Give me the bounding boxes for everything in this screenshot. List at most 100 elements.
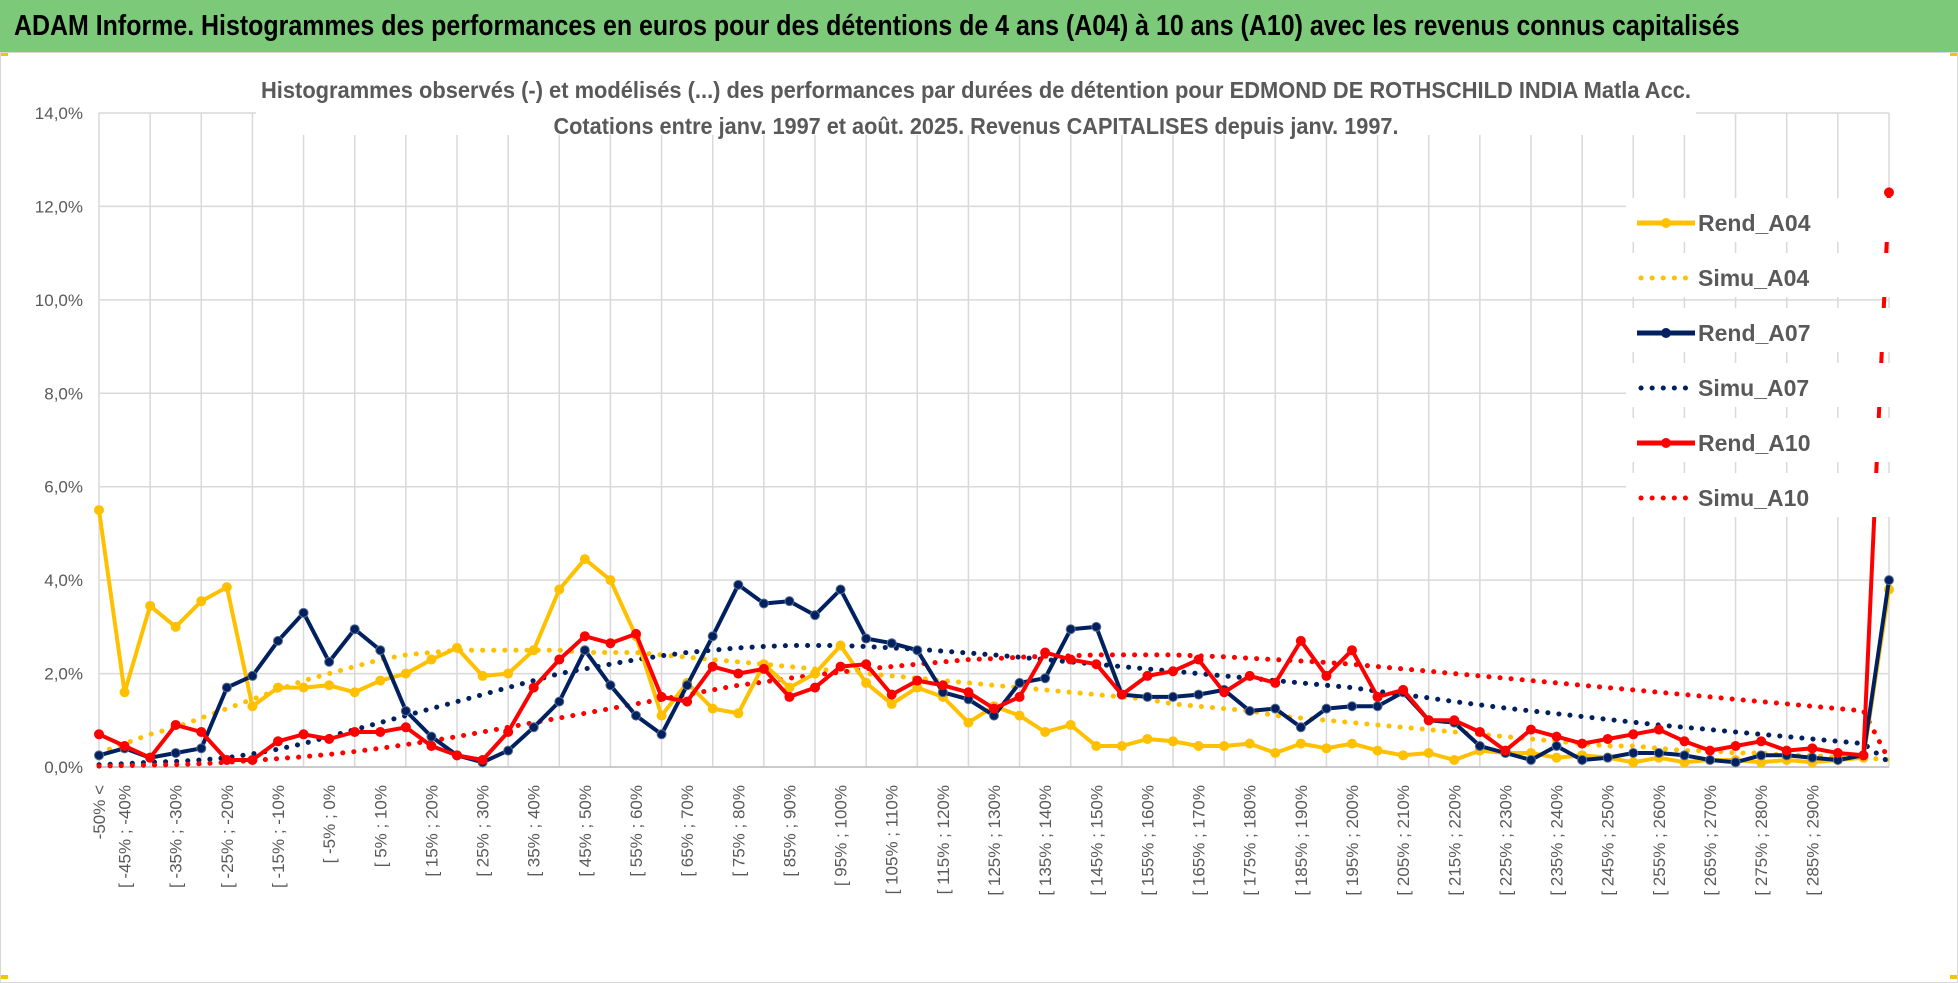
data-point-rend-a10: [733, 668, 744, 679]
data-point-rend-a10: [912, 675, 923, 686]
data-point-rend-a10: [452, 750, 462, 761]
x-tick-label: [ -5% ; 0%: [320, 785, 339, 863]
data-point-rend-a07: [707, 631, 718, 642]
data-point-rend-a07: [273, 635, 283, 646]
data-point-rend-a07: [1884, 575, 1894, 586]
data-point-rend-a07: [1040, 673, 1051, 684]
data-point-rend-a07: [733, 579, 744, 590]
x-tick-label: [ 285% ; 290%: [1803, 785, 1822, 896]
x-tick-label: [ 215% ; 220%: [1445, 785, 1464, 896]
data-point-rend-a07: [1551, 740, 1562, 751]
y-tick-label: 0,0%: [44, 758, 83, 777]
data-point-rend-a10: [1142, 670, 1153, 681]
data-point-rend-a10: [324, 733, 335, 744]
data-point-rend-a10: [1091, 659, 1102, 670]
data-point-rend-a04: [1116, 740, 1127, 751]
x-tick-label: [ 35% ; 40%: [525, 785, 544, 877]
data-point-rend-a07: [886, 638, 897, 649]
data-point-rend-a10: [1679, 736, 1690, 747]
x-tick-label: [ 245% ; 250%: [1599, 785, 1618, 896]
data-point-rend-a04: [221, 582, 232, 593]
data-point-rend-a10: [682, 696, 693, 707]
data-point-rend-a04: [1168, 736, 1178, 747]
data-point-rend-a04: [119, 687, 130, 698]
x-tick-label: [ 45% ; 50%: [576, 785, 595, 877]
data-point-rend-a04: [1449, 754, 1460, 765]
data-point-rend-a07: [528, 722, 539, 733]
chart-title: Histogrammes observés (-) et modélisés (…: [261, 77, 1691, 103]
data-point-rend-a04: [1014, 710, 1025, 721]
data-point-rend-a07: [1526, 754, 1536, 765]
data-point-rend-a04: [605, 575, 616, 586]
data-point-rend-a04: [886, 698, 897, 709]
data-point-rend-a07: [298, 607, 309, 618]
data-point-rend-a04: [1295, 738, 1306, 749]
data-point-rend-a10: [784, 691, 795, 702]
data-point-rend-a10: [1730, 740, 1741, 751]
legend-entry-background: [1626, 308, 1896, 352]
data-point-rend-a07: [682, 680, 693, 691]
x-tick-label: [ 145% ; 150%: [1087, 785, 1106, 896]
x-tick-label: [ 95% ; 100%: [832, 785, 851, 886]
data-point-rend-a10: [1705, 745, 1715, 756]
x-tick-label: [ 155% ; 160%: [1138, 785, 1157, 896]
data-point-rend-a10: [861, 659, 872, 670]
data-point-rend-a04: [1398, 750, 1409, 761]
data-point-rend-a04: [1244, 738, 1255, 749]
data-point-rend-a04: [733, 708, 744, 719]
data-point-rend-a04: [528, 645, 539, 656]
data-point-rend-a10: [349, 726, 360, 737]
data-point-rend-a10: [605, 638, 616, 649]
data-point-rend-a10: [1449, 715, 1460, 726]
banner-title: ADAM Informe. Histogrammes des performan…: [14, 9, 1740, 42]
data-point-rend-a07: [1347, 701, 1357, 712]
data-point-rend-a04: [426, 654, 437, 665]
data-point-rend-a10: [707, 661, 718, 672]
legend-label-simu-a07: Simu_A07: [1698, 375, 1809, 401]
y-tick-label: 6,0%: [44, 478, 83, 497]
x-tick-label: [ 165% ; 170%: [1190, 785, 1209, 896]
data-point-rend-a04: [452, 642, 462, 653]
y-axis-ticks: 0,0% 2,0% 4,0% 6,0% 8,0% 10,0% 12,0% 14,0%: [35, 104, 83, 777]
data-point-rend-a10: [170, 719, 181, 730]
data-point-rend-a10: [554, 654, 565, 665]
frame-corner-marker: [1950, 975, 1958, 979]
data-point-rend-a10: [579, 631, 590, 642]
data-point-rend-a04: [579, 554, 590, 565]
data-point-rend-a04: [861, 677, 872, 688]
x-tick-label: [ 25% ; 30%: [474, 785, 493, 877]
title-background: [256, 55, 1696, 135]
data-point-rend-a10: [1347, 645, 1357, 656]
x-tick-label: [ -25% ; -20%: [218, 785, 237, 888]
data-point-rend-a04: [196, 596, 207, 607]
data-point-rend-a07: [170, 747, 181, 758]
y-tick-label: 14,0%: [35, 104, 83, 123]
data-point-rend-a10: [810, 682, 820, 693]
data-point-rend-a10: [1500, 745, 1511, 756]
data-point-rend-a04: [707, 703, 718, 714]
legend-marker-rend-a07: [1661, 328, 1671, 338]
data-point-rend-a07: [861, 633, 872, 644]
data-point-rend-a10: [1858, 750, 1869, 761]
data-point-rend-a04: [554, 584, 565, 595]
data-point-rend-a10: [1832, 747, 1843, 758]
data-point-rend-a07: [324, 656, 335, 667]
data-point-rend-a07: [1014, 677, 1025, 688]
data-point-rend-a04: [1091, 740, 1102, 751]
data-point-rend-a07: [247, 670, 258, 681]
data-point-rend-a10: [1423, 715, 1434, 726]
data-point-rend-a10: [196, 726, 207, 737]
data-point-rend-a10: [1781, 745, 1792, 756]
data-point-rend-a07: [579, 645, 590, 656]
chart-frame: 0,0% 2,0% 4,0% 6,0% 8,0% 10,0% 12,0% 14,0% -50%…: [0, 52, 1958, 983]
x-tick-label: [ 55% ; 60%: [627, 785, 646, 877]
legend-label-simu-a04: Simu_A04: [1698, 265, 1809, 291]
x-tick-label: [ 255% ; 260%: [1650, 785, 1669, 896]
legend-entry-background: [1626, 253, 1896, 297]
data-point-rend-a07: [912, 645, 923, 656]
legend-entry-background: [1626, 473, 1896, 517]
data-point-rend-a07: [1295, 722, 1306, 733]
data-point-rend-a10: [503, 726, 514, 737]
data-point-rend-a04: [170, 621, 181, 632]
data-point-rend-a10: [1474, 726, 1485, 737]
